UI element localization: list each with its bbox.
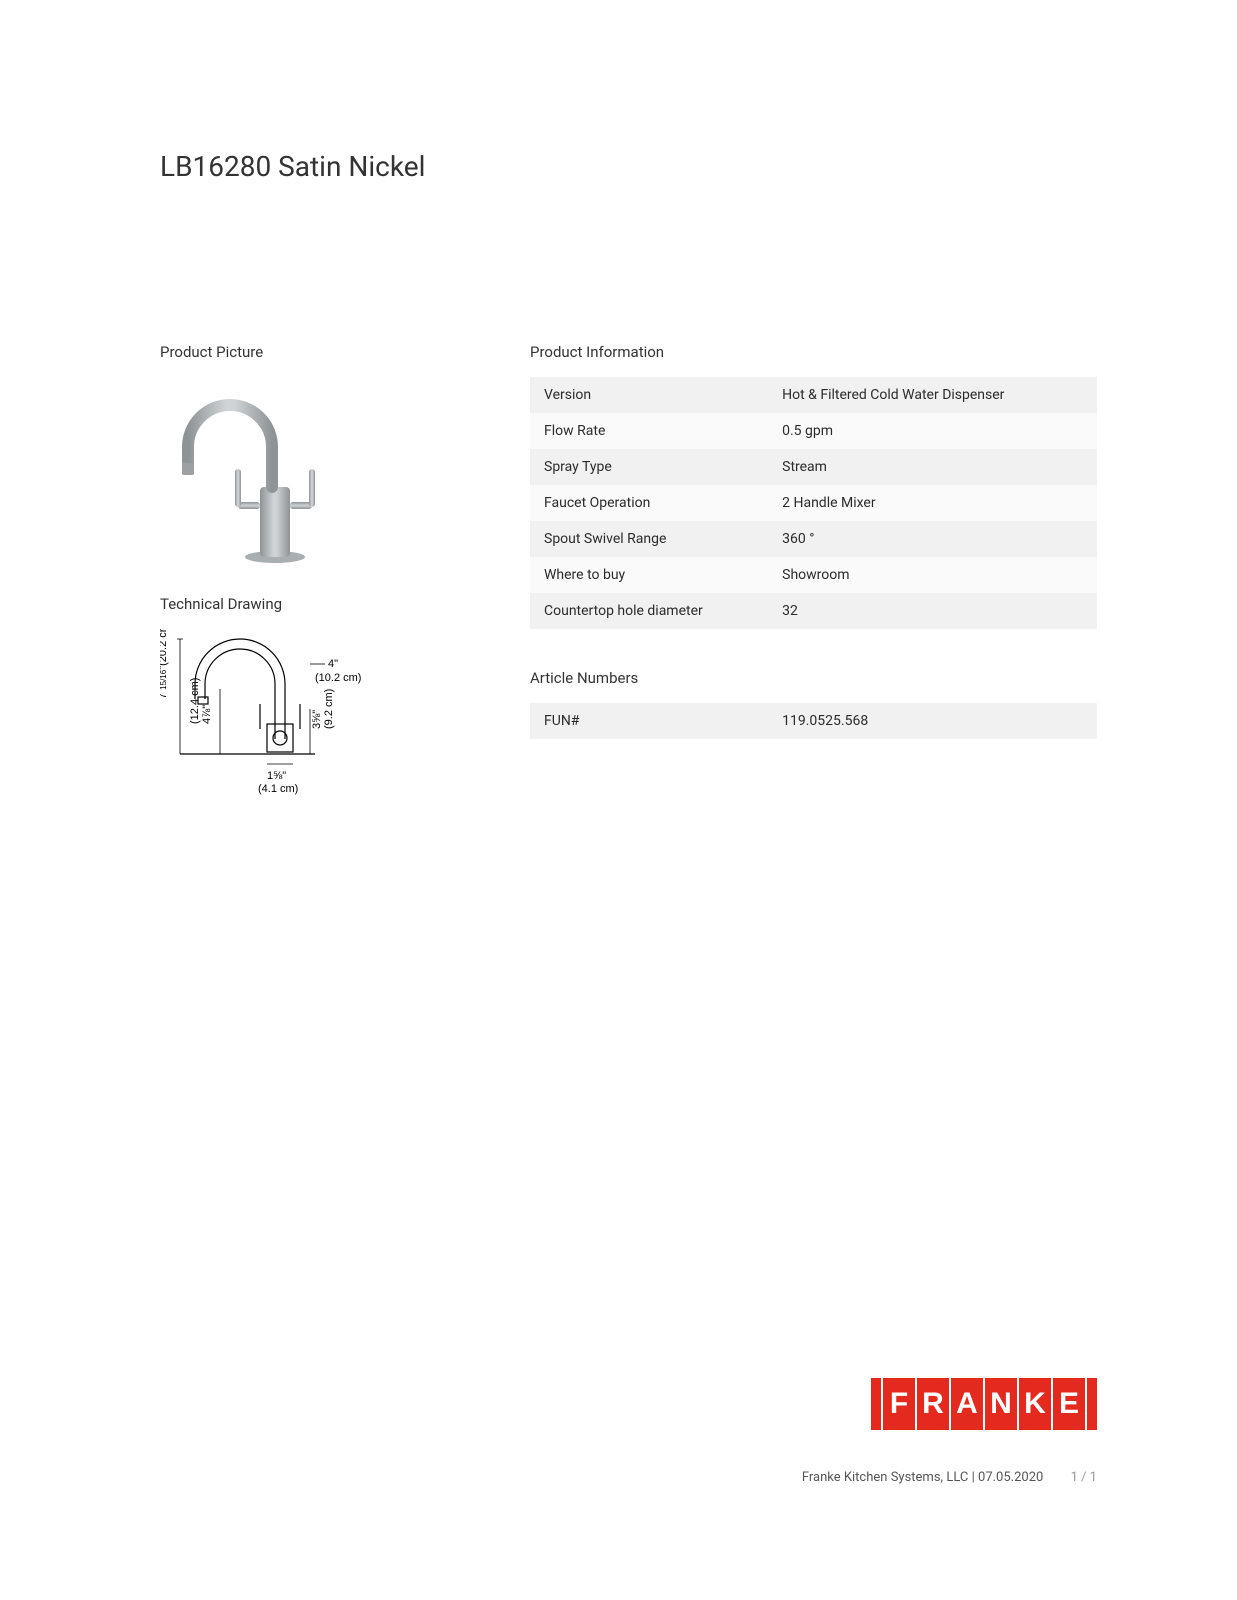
table-value: Stream [768,449,1097,485]
table-key: Spray Type [530,449,768,485]
article-numbers-heading: Article Numbers [530,669,1097,687]
dim-base-in: 1⅝" [267,770,286,782]
table-key: Flow Rate [530,413,768,449]
table-value: 2 Handle Mixer [768,485,1097,521]
product-picture [180,377,360,567]
dim-handle-cm: (12.4 cm) [189,678,201,724]
logo-letter: R [917,1378,949,1430]
dim-reach-cm: (10.2 cm) [315,672,361,684]
table-key: Where to buy [530,557,768,593]
table-value: 32 [768,593,1097,629]
table-key: Countertop hole diameter [530,593,768,629]
table-row: Spout Swivel Range360 ° [530,521,1097,557]
logo-letter: K [1019,1378,1051,1430]
footer-date: 07.05.2020 [978,1470,1043,1485]
right-column: Product Information VersionHot & Filtere… [530,343,1097,799]
page-title: LB16280 Satin Nickel [160,150,1097,183]
logo-letter: E [1053,1378,1085,1430]
logo-letter: N [985,1378,1017,1430]
table-value: 0.5 gpm [768,413,1097,449]
table-key: Spout Swivel Range [530,521,768,557]
dim-base-cm: (4.1 cm) [258,783,298,795]
table-value: 119.0525.568 [768,703,1097,739]
table-row: Faucet Operation2 Handle Mixer [530,485,1097,521]
page-footer: Franke Kitchen Systems, LLC | 07.05.2020… [802,1470,1097,1485]
footer-company: Franke Kitchen Systems, LLC [802,1470,969,1485]
table-value: Hot & Filtered Cold Water Dispenser [768,377,1097,413]
technical-drawing: 7 15/16"(20.2 cm) 4⅞" (12.4 cm) 4" (10.2… [160,629,380,799]
table-value: Showroom [768,557,1097,593]
footer-page: 1 / 1 [1071,1470,1097,1485]
brand-logo: FRANKE [871,1378,1097,1430]
table-key: FUN# [530,703,768,739]
left-column: Product Picture [160,343,470,799]
table-key: Faucet Operation [530,485,768,521]
dim-reach-in: 4" [328,658,338,670]
technical-drawing-heading: Technical Drawing [160,595,470,613]
product-info-table: VersionHot & Filtered Cold Water Dispens… [530,377,1097,629]
article-numbers-table: FUN#119.0525.568 [530,703,1097,739]
table-row: Countertop hole diameter32 [530,593,1097,629]
table-row: Spray TypeStream [530,449,1097,485]
table-row: FUN#119.0525.568 [530,703,1097,739]
table-row: Flow Rate0.5 gpm [530,413,1097,449]
table-row: Where to buyShowroom [530,557,1097,593]
dim-spout-cm: (9.2 cm) [323,689,335,729]
logo-letter: F [883,1378,915,1430]
dim-handle-in: 4⅞" [201,705,213,724]
table-key: Version [530,377,768,413]
table-value: 360 ° [768,521,1097,557]
product-info-heading: Product Information [530,343,1097,361]
dim-spout-in: 3⅝" [311,710,323,729]
dim-height-in: 7 15/16"(20.2 cm) [160,629,169,699]
product-picture-heading: Product Picture [160,343,470,361]
logo-letter: A [951,1378,983,1430]
table-row: VersionHot & Filtered Cold Water Dispens… [530,377,1097,413]
content-columns: Product Picture [160,343,1097,799]
